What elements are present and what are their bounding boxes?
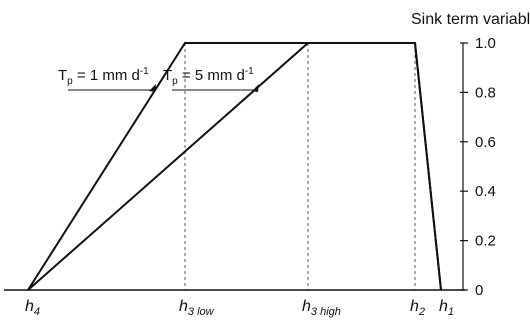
y-tick-label: 0	[475, 282, 483, 299]
series-lines	[27, 42, 442, 291]
y-tick-label: 0.2	[475, 233, 496, 250]
pointer-arrow-2	[252, 84, 259, 92]
y-tick-labels: 0 0.2 0.4 0.6 0.8 1.0	[475, 35, 496, 299]
x-tick-label: h4	[25, 298, 40, 318]
series-label-1: Tp = 1 mm d-1	[58, 66, 149, 87]
series-line-2	[27, 42, 442, 291]
y-tick-label: 0.4	[475, 183, 496, 200]
y-tick-label: 0.8	[475, 84, 496, 101]
x-tick-labels: h4 h3 low h3 high h2 h1	[25, 298, 454, 318]
y-tick-label: 0.6	[475, 134, 496, 151]
y-axis-title: Sink term variableα	[411, 11, 530, 28]
y-tick-label: 1.0	[475, 35, 496, 52]
series-label-2: Tp = 5 mm d-1	[163, 66, 254, 87]
x-tick-label: h1	[439, 298, 454, 318]
series-annotations: Tp = 1 mm d-1 Tp = 5 mm d-1	[58, 66, 259, 92]
x-tick-label: h3 high	[302, 298, 341, 318]
dashed-guide-lines	[184, 43, 416, 290]
y-axis	[4, 42, 468, 291]
x-tick-label: h3 low	[179, 298, 215, 318]
x-tick-label: h2	[410, 298, 425, 318]
pointer-arrow-1	[149, 84, 156, 92]
